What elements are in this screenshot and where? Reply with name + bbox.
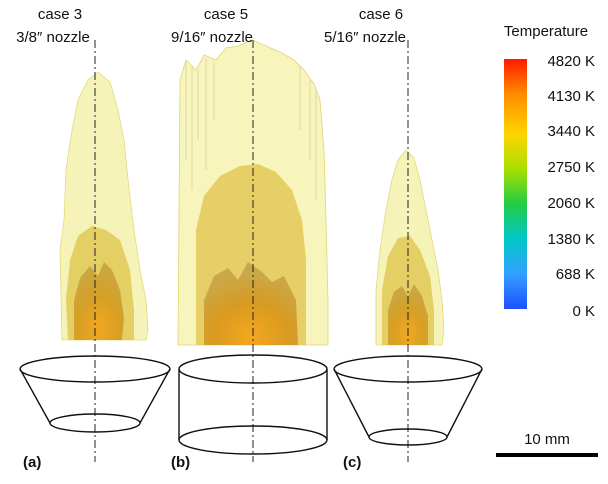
- case-label-b: case 5: [204, 6, 248, 23]
- colorbar-tick-label: 2750 K: [547, 159, 595, 176]
- scale-bar-label: 10 mm: [524, 431, 570, 448]
- nozzle-a-left-edge: [19, 368, 51, 424]
- flame-b-core: [204, 262, 298, 345]
- flame-a-core: [74, 262, 124, 340]
- colorbar-tick-label: 4820 K: [547, 53, 595, 70]
- panel-b: [177, 39, 329, 462]
- colorbar-title: Temperature: [504, 23, 588, 40]
- panel-c: [333, 40, 483, 462]
- scale-bar-line: [496, 453, 598, 457]
- case-label-c: case 6: [359, 6, 403, 23]
- colorbar: Temperature 4820 K 4130 K 3440 K 2750 K …: [504, 23, 595, 320]
- flame-b-streaks: [185, 58, 317, 200]
- nozzle-b-bottom: [178, 425, 328, 455]
- nozzle-c-left-edge: [333, 368, 370, 438]
- colorbar-tick-label: 4130 K: [547, 88, 595, 105]
- panel-labels: case 3 3/8″ nozzle case 5 9/16″ nozzle c…: [16, 6, 406, 46]
- subfigure-letters: (a) (b) (c): [23, 454, 361, 471]
- nozzle-a-right-edge: [139, 368, 171, 424]
- nozzle-label-c: 5/16″ nozzle: [324, 29, 406, 46]
- nozzle-label-b: 9/16″ nozzle: [171, 29, 253, 46]
- colorbar-tick-label: 3440 K: [547, 123, 595, 140]
- nozzle-label-a: 3/8″ nozzle: [16, 29, 90, 46]
- nozzle-a-bottom: [49, 413, 141, 433]
- scale-bar: 10 mm: [496, 431, 598, 457]
- colorbar-tick-label: 0 K: [572, 303, 595, 320]
- colorbar-gradient: [504, 59, 527, 309]
- nozzle-c-right-edge: [446, 368, 483, 438]
- colorbar-tick-label: 1380 K: [547, 231, 595, 248]
- nozzle-c-bottom: [368, 428, 448, 446]
- subfigure-label-a: (a): [23, 454, 41, 471]
- colorbar-tick-label: 2060 K: [547, 195, 595, 212]
- colorbar-tick-label: 688 K: [556, 266, 595, 283]
- subfigure-label-c: (c): [343, 454, 361, 471]
- subfigure-label-b: (b): [171, 454, 190, 471]
- case-label-a: case 3: [38, 6, 82, 23]
- panel-a: [19, 40, 171, 462]
